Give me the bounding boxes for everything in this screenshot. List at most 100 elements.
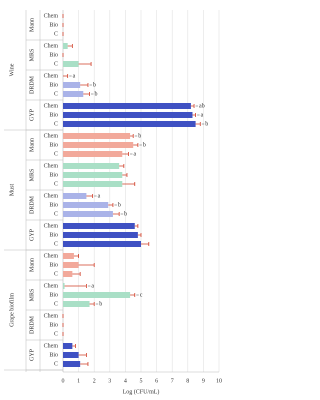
row-label: Chem bbox=[44, 253, 59, 259]
bar bbox=[63, 172, 123, 178]
error-bar bbox=[67, 44, 73, 48]
row-label: Chem bbox=[44, 133, 59, 139]
significance-letter: a bbox=[134, 151, 137, 157]
x-axis-label: Log (CFU/mL) bbox=[123, 388, 160, 395]
row-label: Chem bbox=[44, 73, 59, 79]
row-label: Chem bbox=[44, 313, 59, 319]
error-bar bbox=[112, 212, 120, 216]
error-bar bbox=[83, 92, 90, 96]
bar bbox=[63, 211, 113, 217]
bar bbox=[63, 43, 68, 49]
medium-label: Mann bbox=[29, 258, 35, 272]
row-label: Chem bbox=[44, 43, 59, 49]
significance-letter: c bbox=[140, 292, 143, 298]
bar bbox=[63, 352, 79, 358]
medium-label: MRS bbox=[29, 49, 35, 62]
row-label: C bbox=[54, 61, 58, 67]
group-label: Wine bbox=[9, 63, 15, 76]
error-bar bbox=[64, 284, 87, 288]
error-bar bbox=[89, 302, 95, 306]
medium-label: MRS bbox=[29, 289, 35, 302]
medium-label: DRDM bbox=[29, 195, 35, 214]
significance-letter: a bbox=[201, 112, 204, 118]
significance-letter: b bbox=[99, 301, 102, 307]
chart: Log (CFU/mL) 0 1 2 3 4 5 6 7 8 9 10 Mann Chem Bio C MRS… bbox=[4, 10, 222, 395]
bar bbox=[63, 361, 81, 367]
error-bar bbox=[141, 242, 150, 246]
significance-letter: b bbox=[143, 142, 146, 148]
error-bar bbox=[72, 272, 81, 276]
significance-letter: b bbox=[205, 121, 208, 127]
bar bbox=[63, 193, 87, 199]
bar bbox=[63, 112, 193, 118]
error-bar bbox=[72, 344, 76, 348]
row-label: Chem bbox=[44, 103, 59, 109]
significance-letter: b bbox=[118, 202, 121, 208]
bar bbox=[63, 91, 84, 97]
medium-label: MRS bbox=[29, 169, 35, 182]
error-bar bbox=[134, 224, 139, 228]
bar bbox=[63, 223, 135, 229]
x-tick-label: 7 bbox=[171, 378, 174, 384]
row-label: Bio bbox=[49, 232, 58, 238]
x-tick-label: 3 bbox=[108, 378, 111, 384]
row-label: C bbox=[54, 31, 58, 37]
medium-label: DRDM bbox=[29, 315, 35, 334]
bar bbox=[63, 82, 81, 88]
row-label: Bio bbox=[49, 112, 58, 118]
row-label: Bio bbox=[49, 352, 58, 358]
bar bbox=[63, 343, 73, 349]
row-label: Chem bbox=[44, 13, 59, 19]
row-label: Chem bbox=[44, 223, 59, 229]
error-bar bbox=[122, 152, 129, 156]
x-tick-label: 4 bbox=[124, 378, 127, 384]
row-label: C bbox=[54, 361, 58, 367]
error-bar bbox=[78, 62, 92, 66]
bar bbox=[63, 262, 79, 268]
row-label: C bbox=[54, 91, 58, 97]
error-bar bbox=[86, 194, 94, 198]
row-label: C bbox=[54, 121, 58, 127]
bar bbox=[63, 103, 191, 109]
error-bar bbox=[73, 254, 79, 258]
bar bbox=[63, 61, 79, 67]
error-bar bbox=[133, 143, 139, 147]
error-bar bbox=[80, 83, 89, 87]
x-tick-label: 1 bbox=[77, 378, 80, 384]
error-bar bbox=[78, 353, 87, 357]
error-bar bbox=[130, 134, 134, 138]
bar bbox=[63, 163, 120, 169]
significance-letter: a bbox=[91, 283, 94, 289]
group-label: Grape biofilm bbox=[8, 293, 15, 327]
bar bbox=[63, 142, 134, 148]
bar bbox=[63, 121, 196, 127]
significance-letter: a bbox=[98, 193, 101, 199]
error-bar bbox=[63, 74, 69, 78]
row-label: Chem bbox=[44, 163, 59, 169]
row-label: C bbox=[54, 241, 58, 247]
bar bbox=[63, 301, 90, 307]
error-bar bbox=[137, 233, 142, 237]
error-bar bbox=[192, 113, 196, 117]
medium-label: Mann bbox=[29, 18, 35, 32]
bar bbox=[63, 181, 123, 187]
row-label: Bio bbox=[49, 292, 58, 298]
row-label: C bbox=[54, 331, 58, 337]
significance-letter: b bbox=[95, 91, 98, 97]
error-bar bbox=[195, 122, 201, 126]
row-label: Bio bbox=[49, 262, 58, 268]
row-label: C bbox=[54, 181, 58, 187]
significance-letter: a bbox=[73, 73, 76, 79]
bar bbox=[63, 133, 131, 139]
significance-letter: ab bbox=[199, 103, 205, 109]
medium-label: GYP bbox=[29, 348, 35, 361]
medium-label: GYP bbox=[29, 108, 35, 121]
error-bar bbox=[108, 203, 114, 207]
significance-letter: b bbox=[93, 82, 96, 88]
medium-label: Mann bbox=[29, 138, 35, 152]
x-tick-label: 0 bbox=[62, 378, 65, 384]
row-label: Bio bbox=[49, 322, 58, 328]
bar bbox=[63, 292, 131, 298]
significance-letter: b bbox=[138, 133, 141, 139]
significance-letter: b bbox=[124, 211, 127, 217]
